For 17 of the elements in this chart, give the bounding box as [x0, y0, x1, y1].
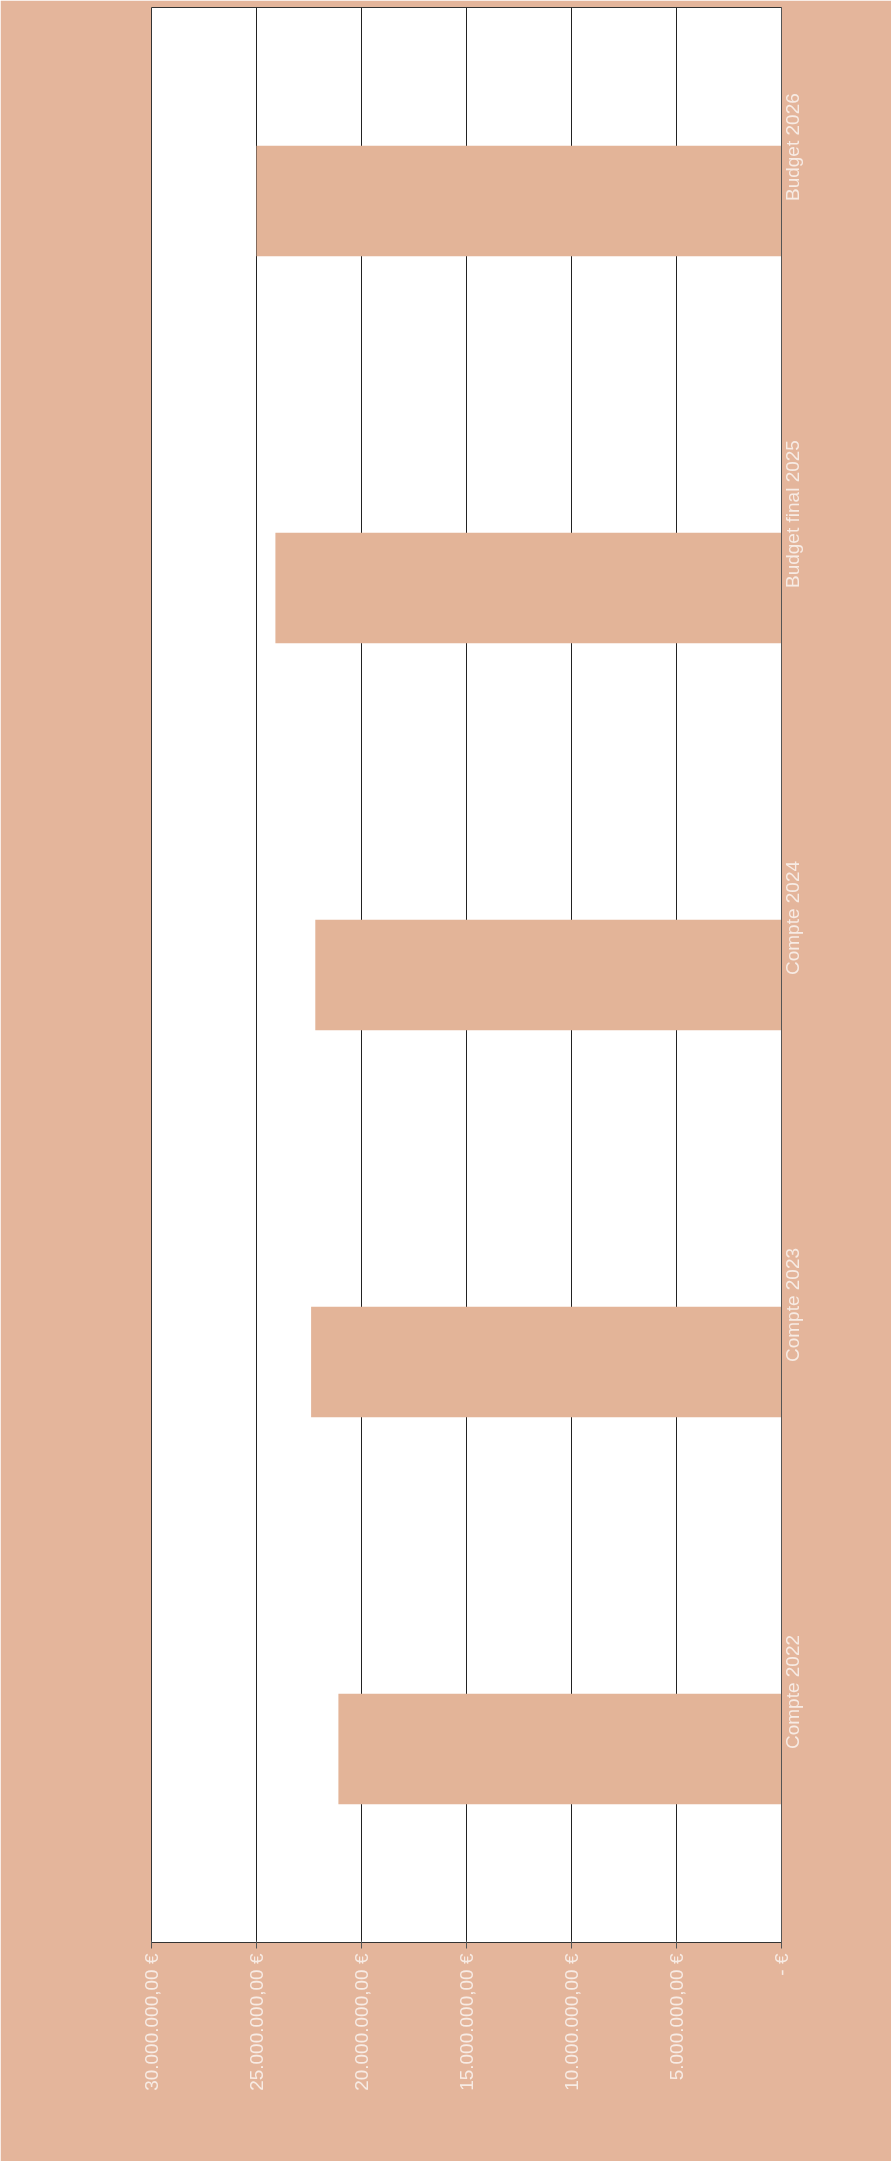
- x-tick-label: 20.000.000,00 €: [351, 1953, 372, 2091]
- x-tick-label: 15.000.000,00 €: [456, 1953, 477, 2091]
- bar: [256, 145, 782, 257]
- x-tick-label: - €: [771, 1953, 792, 1976]
- bar: [315, 919, 782, 1031]
- y-tick-label: Compte 2023: [782, 1247, 803, 1362]
- x-tick-label: 30.000.000,00 €: [141, 1953, 162, 2091]
- y-tick-label: Budget final 2025: [782, 440, 803, 588]
- x-tick-label: 5.000.000,00 €: [666, 1953, 687, 2081]
- x-tick-label: 25.000.000,00 €: [246, 1953, 267, 2091]
- bar: [338, 1693, 782, 1805]
- x-tick-label: 10.000.000,00 €: [561, 1953, 582, 2091]
- y-tick-label: Compte 2024: [782, 860, 803, 975]
- bar: [311, 1306, 782, 1418]
- y-tick-label: Compte 2022: [782, 1634, 803, 1749]
- y-tick-label: Budget 2026: [782, 93, 803, 201]
- bar: [275, 532, 782, 644]
